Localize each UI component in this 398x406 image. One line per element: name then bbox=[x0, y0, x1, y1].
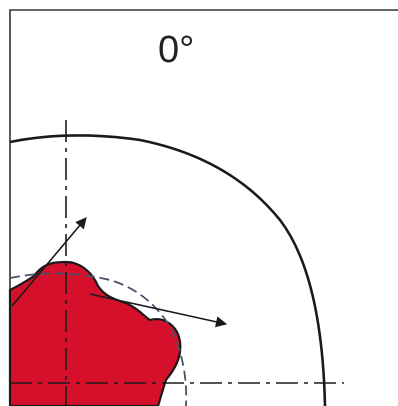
right-arrow bbox=[89, 293, 228, 328]
outer-arc bbox=[9, 134, 327, 406]
frame-border bbox=[9, 9, 398, 406]
angle-label: 0° bbox=[158, 29, 194, 71]
reference-circle bbox=[9, 272, 188, 406]
upper-arrow bbox=[11, 217, 87, 307]
rotor-shape bbox=[8, 260, 182, 406]
